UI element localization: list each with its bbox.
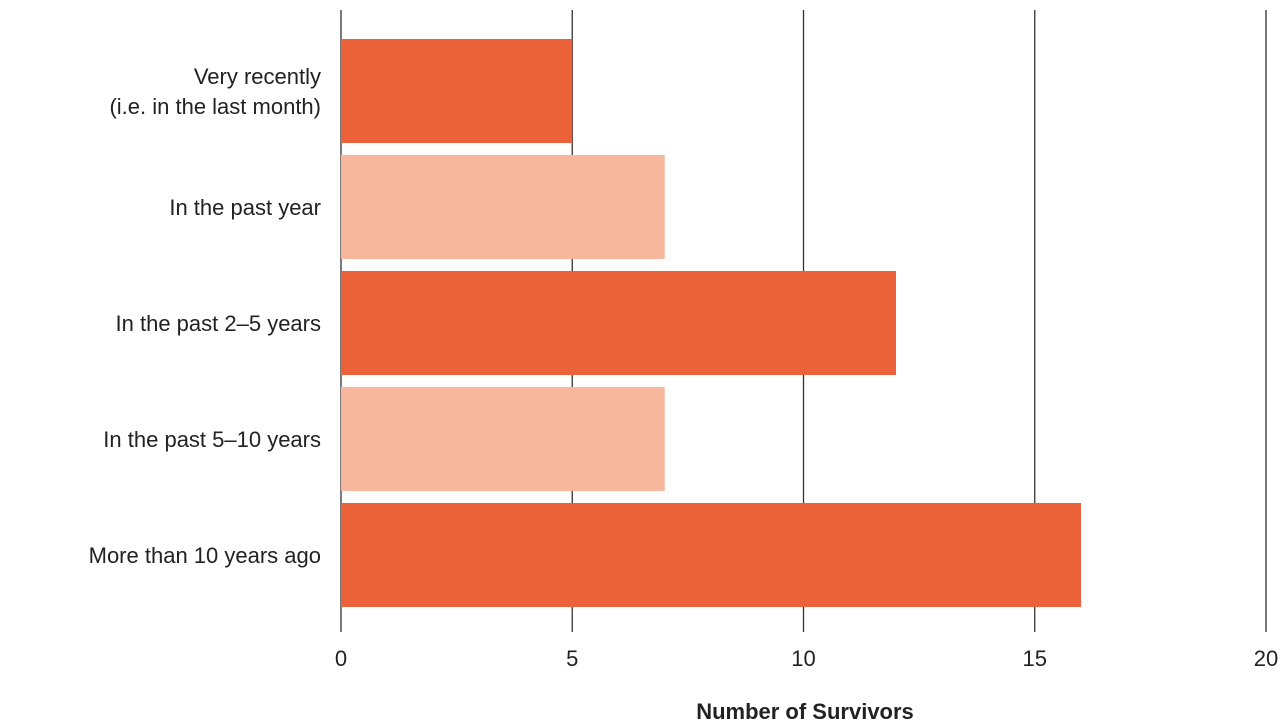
x-tick-label: 20 [1254, 646, 1278, 671]
category-label-line: More than 10 years ago [89, 543, 321, 568]
category-label: Very recently (i.e. in the last month) [109, 64, 321, 119]
x-tick-labels: 0 5 10 15 20 [335, 646, 1278, 671]
category-label-line: In the past 5–10 years [103, 427, 321, 452]
bar [341, 271, 896, 375]
bar [341, 387, 665, 491]
bar [341, 155, 665, 259]
bar [341, 39, 573, 143]
bar [341, 503, 1081, 607]
bars [341, 39, 1081, 607]
category-label-line: In the past year [169, 195, 321, 220]
category-label-line: In the past 2–5 years [116, 311, 321, 336]
category-label-line: Very recently [194, 64, 321, 89]
category-labels: Very recently (i.e. in the last month) In … [89, 64, 321, 568]
x-tick-label: 15 [1023, 646, 1047, 671]
x-axis-title: Number of Survivors [696, 699, 914, 724]
category-label: In the past 5–10 years [103, 427, 321, 452]
category-label: In the past 2–5 years [116, 311, 321, 336]
category-label: In the past year [169, 195, 321, 220]
category-label-line: (i.e. in the last month) [109, 94, 321, 119]
x-tick-label: 5 [566, 646, 578, 671]
x-tick-label: 0 [335, 646, 347, 671]
category-label: More than 10 years ago [89, 543, 321, 568]
x-tick-label: 10 [791, 646, 815, 671]
